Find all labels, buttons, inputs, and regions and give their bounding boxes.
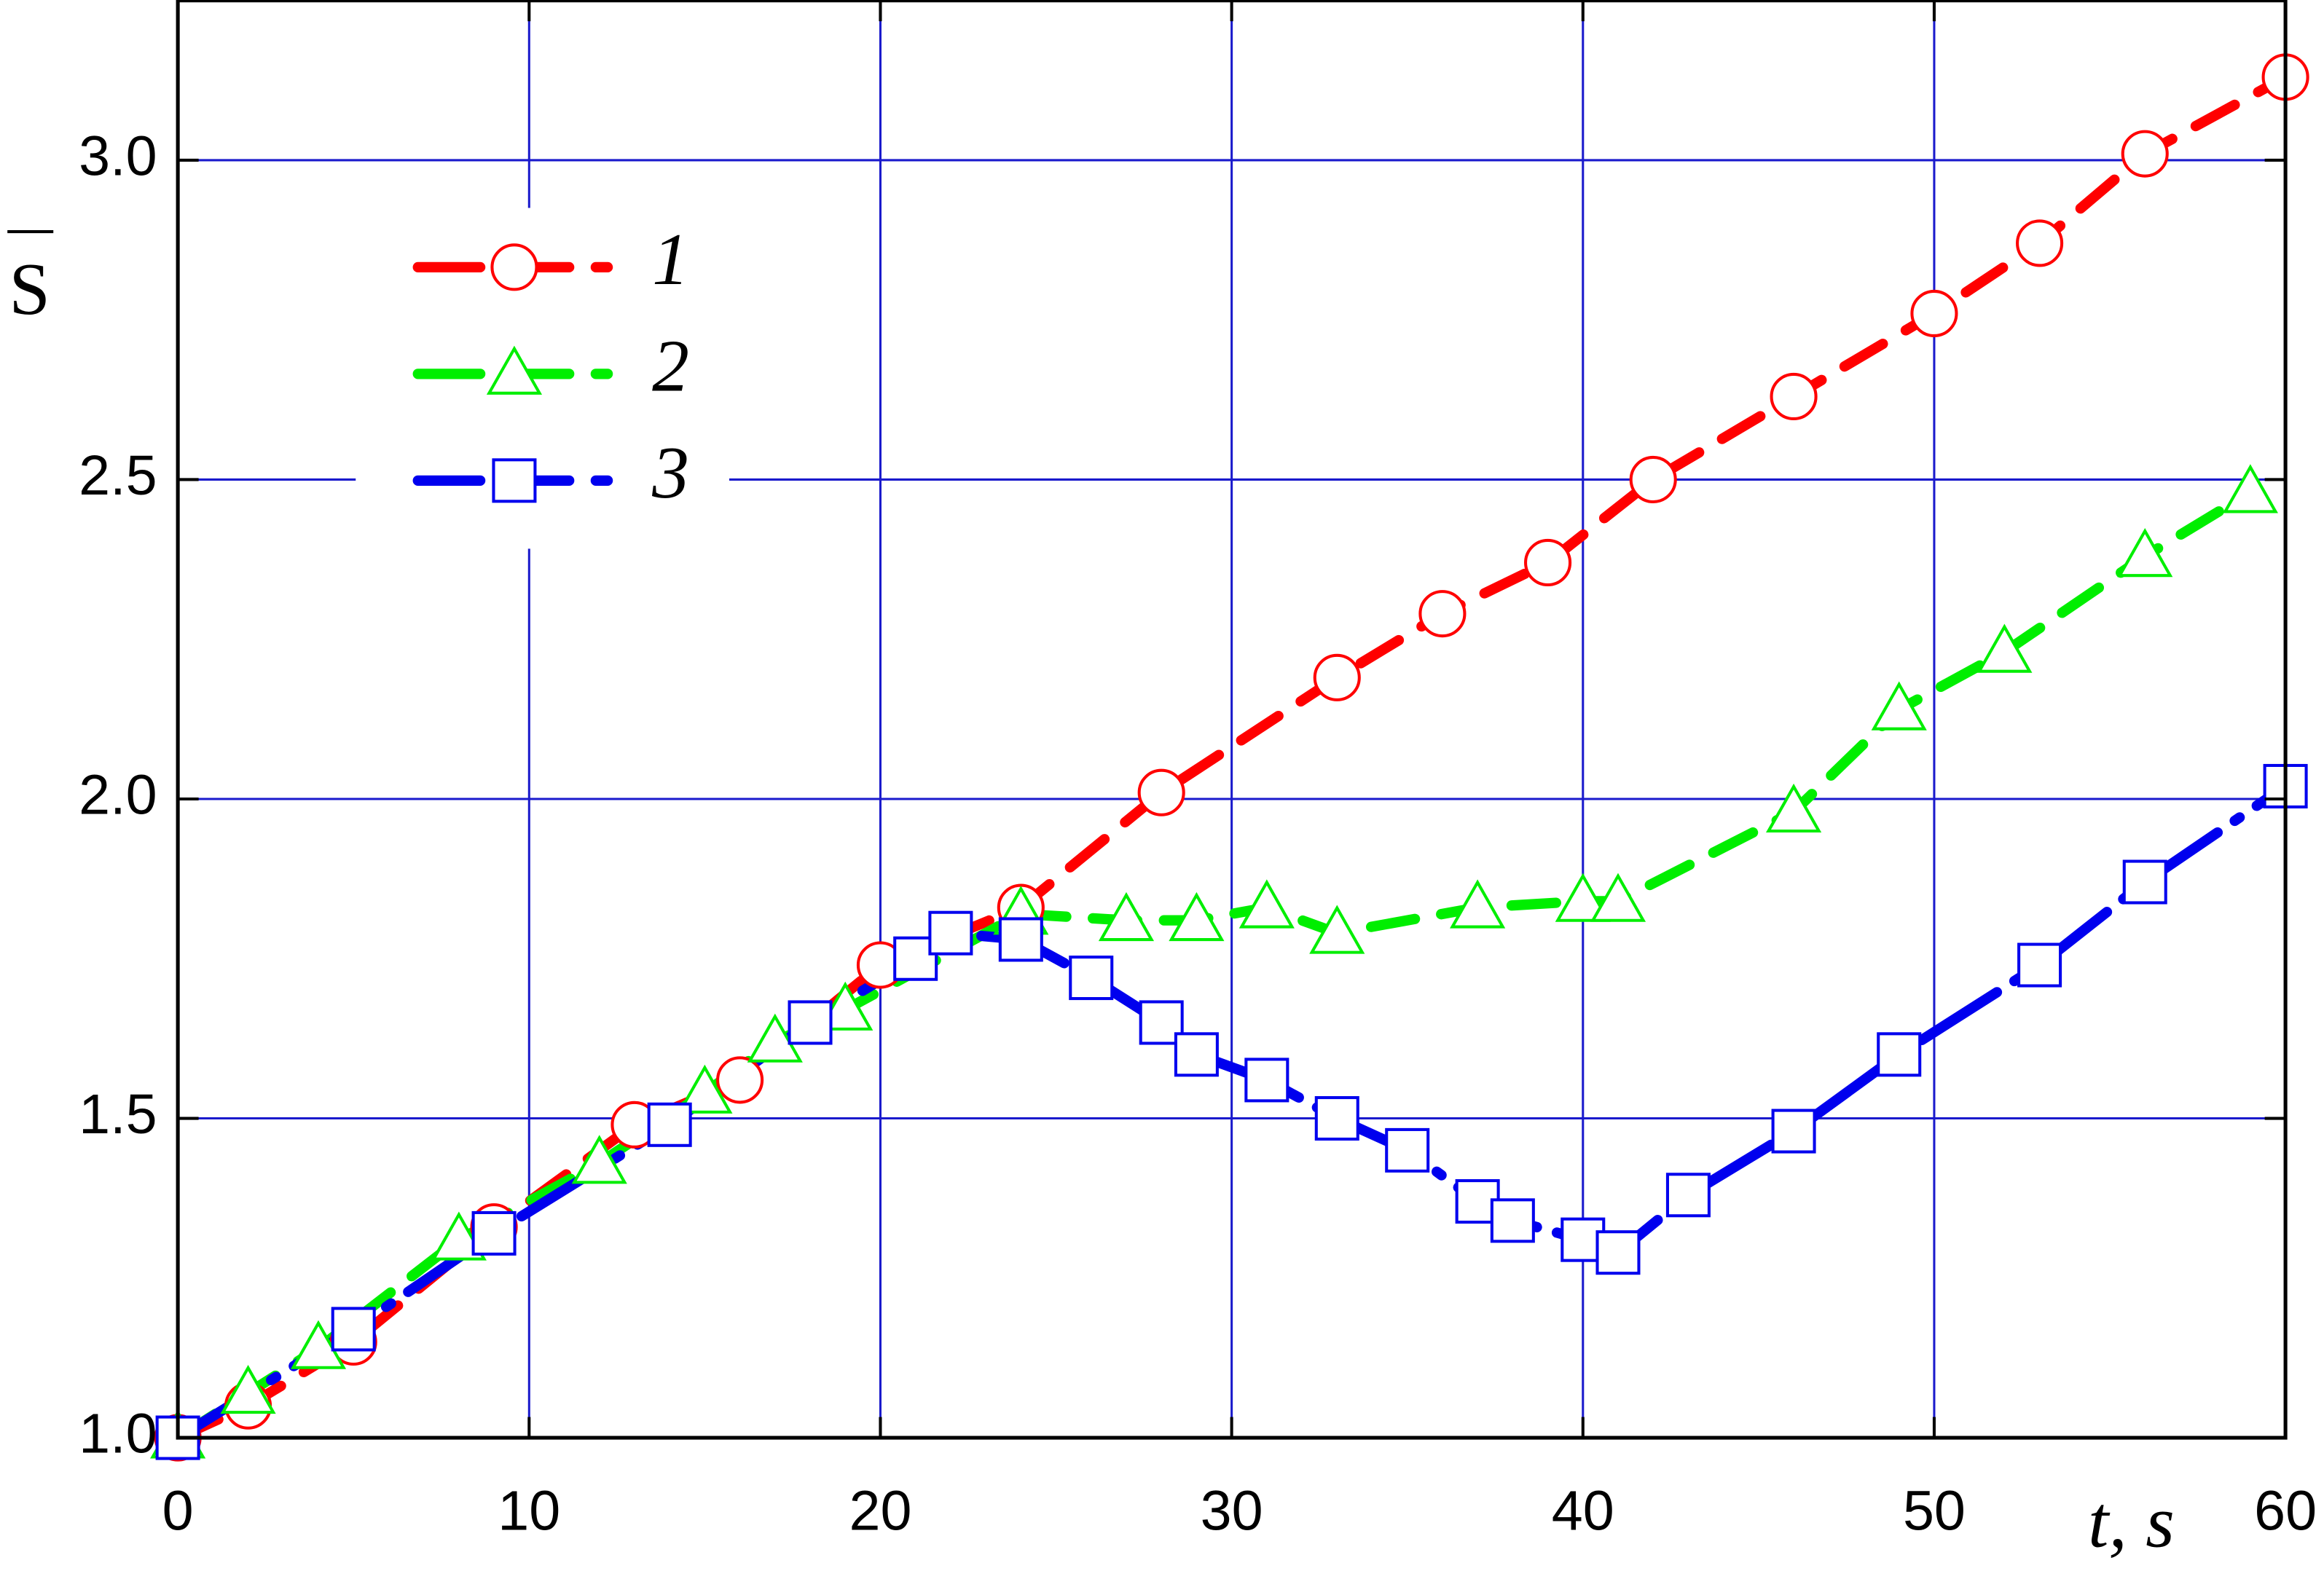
plot xyxy=(150,53,2309,1462)
marker xyxy=(1555,873,1611,922)
marker xyxy=(431,1211,487,1261)
x-tick-label: 20 xyxy=(849,1479,911,1542)
marker xyxy=(1771,1109,1816,1154)
marker xyxy=(471,1210,517,1256)
marker xyxy=(571,1135,627,1184)
y-tick-label: 3.0 xyxy=(79,125,157,187)
marker xyxy=(1313,653,1361,701)
marker xyxy=(1385,1127,1430,1173)
marker xyxy=(1770,372,1818,420)
legend-label: 2 xyxy=(652,326,689,408)
x-tick-label: 40 xyxy=(1552,1479,1614,1542)
marker xyxy=(1418,590,1467,638)
marker xyxy=(486,345,543,395)
marker xyxy=(1665,1173,1711,1218)
marker xyxy=(1137,768,1185,816)
marker xyxy=(1910,289,1958,337)
marker xyxy=(677,1064,733,1114)
legend-label: 3 xyxy=(651,432,689,514)
marker xyxy=(1069,956,1114,1001)
x-axis-label: t, s xyxy=(2088,1481,2175,1564)
marker xyxy=(1976,623,2033,673)
marker xyxy=(1629,455,1677,504)
marker xyxy=(331,1307,376,1352)
x-tick-label: 50 xyxy=(1903,1479,1966,1542)
marker xyxy=(1174,1032,1219,1077)
marker xyxy=(1309,905,1365,954)
marker xyxy=(490,243,538,291)
marker xyxy=(1590,873,1646,922)
y-tick-label: 2.0 xyxy=(79,763,157,826)
marker xyxy=(1098,891,1155,942)
marker xyxy=(290,1320,347,1369)
legend-label: 1 xyxy=(652,218,689,301)
marker xyxy=(1524,538,1572,587)
marker xyxy=(2017,942,2062,988)
marker xyxy=(1490,1198,1535,1243)
marker xyxy=(647,1102,692,1147)
marker xyxy=(1169,891,1225,942)
marker xyxy=(1314,1096,1359,1141)
marker xyxy=(492,458,537,503)
marker xyxy=(747,1013,803,1063)
marker xyxy=(2117,527,2173,578)
marker xyxy=(998,917,1043,962)
marker xyxy=(220,1364,276,1414)
marker xyxy=(1871,681,1927,731)
marker xyxy=(788,1000,833,1045)
marker xyxy=(1244,1058,1289,1103)
marker xyxy=(928,910,973,956)
y-axis-label: S xyxy=(9,248,50,331)
y-tick-label: 2.5 xyxy=(79,444,157,507)
marker xyxy=(1450,879,1506,929)
x-tick-label: 10 xyxy=(498,1479,560,1542)
marker xyxy=(1766,783,1822,833)
marker xyxy=(1595,1230,1641,1275)
y-tick-label: 1.5 xyxy=(79,1083,157,1146)
marker xyxy=(716,1056,764,1104)
y-tick-label: 1.0 xyxy=(79,1402,157,1465)
marker xyxy=(1139,1000,1184,1045)
marker xyxy=(2122,859,2167,905)
marker xyxy=(2222,464,2278,513)
series-line xyxy=(173,487,2256,1444)
marker xyxy=(2121,130,2169,178)
marker xyxy=(817,981,874,1031)
marker xyxy=(1877,1032,1922,1077)
x-tick-label: 60 xyxy=(2254,1479,2317,1542)
marker xyxy=(1238,879,1295,929)
x-tick-label: 0 xyxy=(162,1479,194,1542)
x-tick-label: 30 xyxy=(1201,1479,1263,1542)
marker xyxy=(2016,219,2064,267)
